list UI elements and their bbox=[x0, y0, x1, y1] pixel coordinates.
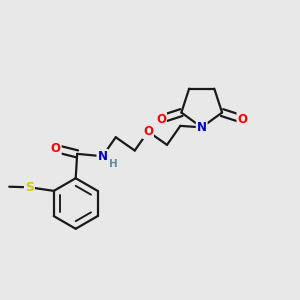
Text: S: S bbox=[25, 181, 34, 194]
Text: N: N bbox=[98, 150, 107, 163]
Text: O: O bbox=[143, 125, 153, 138]
Text: O: O bbox=[51, 142, 61, 155]
Text: N: N bbox=[197, 121, 207, 134]
Text: O: O bbox=[237, 113, 248, 126]
Text: O: O bbox=[156, 113, 166, 126]
Text: H: H bbox=[110, 159, 118, 169]
